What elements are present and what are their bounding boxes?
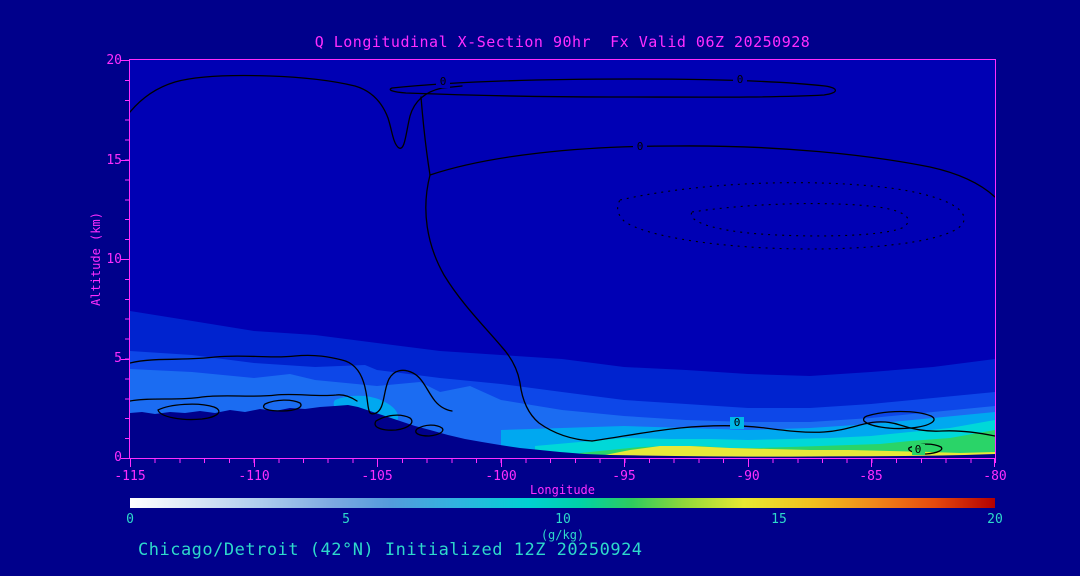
contour-label-zero: 0 (734, 416, 741, 429)
x-major-tick (994, 459, 995, 467)
x-major-tick (501, 459, 502, 467)
humidity-fill-layers (130, 60, 995, 458)
x-axis-minor-ticks (130, 459, 996, 463)
colorbar-tick-label: 20 (987, 512, 1003, 527)
colorbar-units-label: (g/kg) (540, 528, 585, 542)
colorbar-gradient (130, 498, 995, 508)
footer-caption: Chicago/Detroit (42°N) Initialized 12Z 2… (138, 540, 643, 560)
colorbar-tick-label: 0 (126, 512, 134, 527)
x-tick-label: -110 (238, 469, 270, 484)
plot-area: 0 0 0 0 0 (129, 59, 996, 459)
contour-label-zero: 0 (737, 73, 744, 86)
colorbar-tick-label: 5 (342, 512, 350, 527)
x-tick-label: -115 (114, 469, 146, 484)
x-major-tick (377, 459, 378, 467)
x-major-tick (624, 459, 625, 467)
x-major-tick (254, 459, 255, 467)
y-major-tick (121, 60, 130, 61)
dotted-contours (617, 182, 965, 250)
y-major-tick (121, 359, 130, 360)
colorbar-tick-label: 10 (555, 512, 571, 527)
colorbar-tick-label: 15 (771, 512, 787, 527)
x-tick-label: -80 (983, 469, 1007, 484)
contour-label-zero: 0 (440, 75, 447, 88)
y-tick-label: 15 (106, 153, 122, 168)
y-tick-label: 5 (114, 351, 122, 366)
y-tick-label: 20 (106, 53, 122, 68)
x-tick-label: -85 (859, 469, 883, 484)
overlay-contours (130, 74, 995, 455)
page-title: Q Longitudinal X-Section 90hr Fx Valid 0… (314, 33, 811, 51)
contour-label-zero: 0 (637, 140, 644, 153)
y-tick-label: 10 (106, 252, 122, 267)
x-major-tick (871, 459, 872, 467)
cross-section-plot: 0 0 0 0 0 (130, 60, 995, 458)
x-tick-label: -105 (361, 469, 393, 484)
x-tick-label: -90 (736, 469, 760, 484)
y-axis-label: Altitude (km) (89, 212, 103, 306)
y-tick-label: 0 (114, 450, 122, 465)
x-axis-label: Longitude (529, 483, 596, 497)
y-major-tick (121, 259, 130, 260)
y-major-tick (121, 458, 130, 459)
terrain-silhouette (130, 405, 995, 458)
x-tick-label: -95 (612, 469, 636, 484)
y-major-tick (121, 160, 130, 161)
x-major-tick (748, 459, 749, 467)
contour-labels: 0 0 0 0 0 (436, 73, 925, 456)
x-major-tick (130, 459, 131, 467)
x-tick-label: -100 (485, 469, 517, 484)
contour-label-zero: 0 (915, 443, 922, 456)
